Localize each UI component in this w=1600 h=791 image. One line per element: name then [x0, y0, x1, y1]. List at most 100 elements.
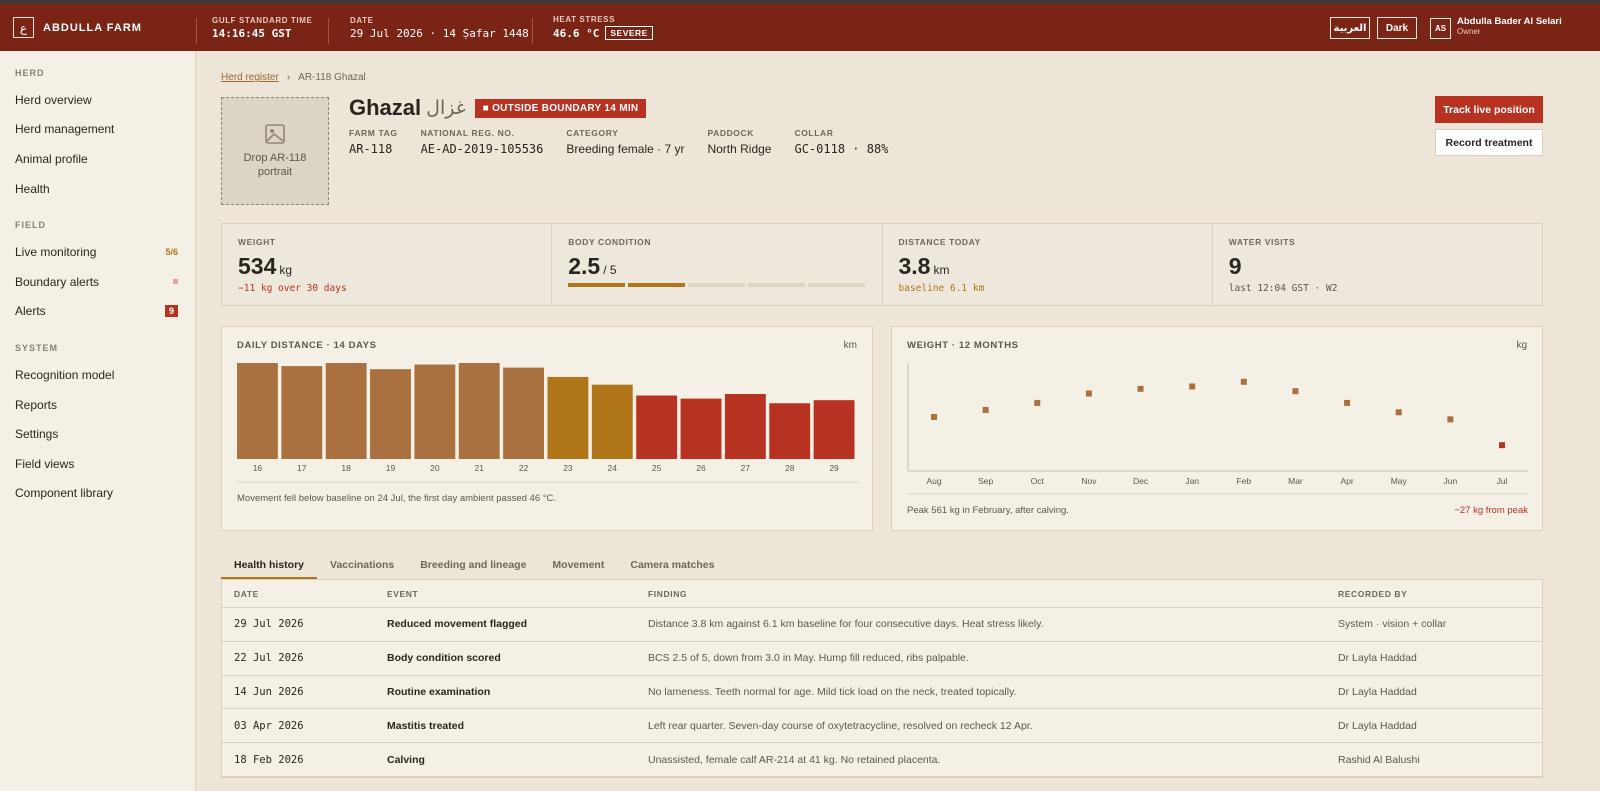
treatment-button[interactable]: Record treatment — [1435, 129, 1543, 156]
x-tick-label: Nov — [1081, 476, 1097, 486]
point — [931, 414, 937, 420]
table-row: 29 Jul 2026 Reduced movement flagged Dista… — [222, 608, 1542, 642]
stat-number: 2.5 — [568, 253, 601, 279]
nav-item[interactable]: Live monitoring 5/6 — [0, 237, 195, 267]
value: 29 Jul 2026 · 14 Ṣafar 1448 — [350, 27, 529, 40]
point — [1189, 383, 1196, 390]
nav-item[interactable]: Health — [0, 174, 195, 204]
track-button[interactable]: Track live position — [1435, 96, 1543, 123]
chart-unit: kg — [1516, 340, 1527, 351]
nav-label: Herd overview — [15, 92, 92, 107]
stat-unit: km — [933, 263, 950, 277]
tab[interactable]: Camera matches — [630, 559, 715, 571]
cell: No lameness. Teeth normal for age. Mild … — [648, 685, 1017, 698]
nav-label: Live monitoring — [15, 245, 97, 260]
x-tick-label: 21 — [474, 463, 484, 473]
point — [1499, 442, 1505, 449]
language-button[interactable]: العربية — [1330, 17, 1370, 39]
nav-label: Boundary alerts — [15, 274, 100, 289]
nav-item[interactable]: Alerts 9 — [0, 297, 195, 327]
portrait-text: Drop AR-118 portrait — [243, 152, 307, 178]
animal-title: Ghazal غزال ■ OUTSIDE BOUNDARY 14 MIN — [349, 95, 647, 121]
nav-item[interactable]: Field views — [0, 449, 195, 479]
nav-section: SYSTEM — [15, 343, 59, 354]
nav-item[interactable]: Component library — [0, 479, 195, 509]
x-tick-label: Jul — [1497, 476, 1508, 486]
nav-item[interactable]: Boundary alerts — [0, 267, 195, 297]
boundary-badge: ■ OUTSIDE BOUNDARY 14 MIN — [474, 98, 647, 118]
weight-panel: WEIGHT · 12 MONTHS kg Aug Sep Oct Nov Dec Jan Fe… — [891, 326, 1543, 531]
label: HEAT STRESS — [553, 15, 616, 24]
stats: WEIGHT 534 kg −11 kg over 30 days BODY CONDI… — [221, 223, 1543, 306]
theme-button[interactable]: Dark — [1377, 17, 1417, 39]
user-role: Owner — [1457, 27, 1481, 36]
farm-name: ABDULLA FARM — [43, 22, 142, 34]
cell: Reduced movement flagged — [387, 618, 528, 631]
tab[interactable]: Health history — [221, 551, 318, 579]
nav-item[interactable]: Animal profile — [0, 144, 195, 174]
condition-segment — [628, 283, 686, 287]
field: CATEGORY Breeding female · 7 yr — [566, 128, 684, 156]
chart: Aug Sep Oct Nov Dec Jan Feb Mar Apr May Jun Jul Peak… — [907, 363, 1528, 516]
column-header: DATE — [234, 588, 259, 599]
cell: 18 Feb 2026 — [234, 753, 304, 766]
avatar[interactable]: AS — [1430, 18, 1451, 39]
nav-label: Component library — [15, 486, 114, 501]
date: DATE 29 Jul 2026 · 14 Ṣafar 1448 — [350, 16, 529, 40]
animal-fields: FARM TAG AR-118 NATIONAL REG. NO. AE-AD-201… — [349, 128, 888, 156]
stat-value: 534 kg — [238, 253, 535, 280]
logo[interactable]: ع — [13, 17, 34, 38]
nav-section: FIELD — [15, 220, 46, 231]
nav-item[interactable]: Settings — [0, 419, 195, 449]
field-label: FARM TAG — [349, 128, 398, 138]
chart-unit: km — [843, 340, 857, 351]
bar — [547, 376, 589, 459]
bar — [325, 363, 367, 459]
chart: 16 17 18 19 20 21 22 23 24 25 26 27 28 29 Movement fel… — [237, 363, 858, 504]
column-header: FINDING — [648, 588, 688, 599]
nav-item[interactable]: Reports — [0, 390, 195, 420]
bar — [370, 369, 411, 459]
nav-label: Herd management — [15, 122, 115, 137]
condition-segment — [568, 283, 626, 287]
stat-note: −11 kg over 30 days — [238, 283, 347, 294]
stat-unit: kg — [279, 263, 293, 277]
nav-badge: 9 — [164, 305, 178, 318]
tab[interactable]: Breeding and lineage — [420, 559, 527, 571]
stat: BODY CONDITION 2.5/ 5 — [552, 224, 883, 305]
nav-item[interactable]: Herd overview — [0, 85, 195, 115]
main: Herd register › AR-118 Ghazal Drop AR-118 … — [197, 51, 1600, 791]
value: 46.6 °C — [553, 26, 600, 40]
bar — [636, 395, 678, 459]
nav-item[interactable]: Recognition model — [0, 360, 195, 390]
stat: WATER VISITS 9 last 12:04 GST · W2 — [1213, 224, 1542, 305]
tab[interactable]: Vaccinations — [330, 559, 395, 571]
column-header: RECORDED BY — [1338, 588, 1408, 599]
label: GULF STANDARD TIME — [212, 16, 313, 25]
x-tick-label: 16 — [253, 463, 263, 473]
user[interactable]: Abdulla Bader Al Selari Owner — [1457, 16, 1562, 36]
cell: Dr Layla Haddad — [1338, 652, 1417, 665]
field-value: AR-118 — [349, 142, 393, 156]
nav-label: Animal profile — [15, 151, 88, 166]
badge-text: OUTSIDE BOUNDARY 14 MIN — [492, 102, 639, 114]
x-tick-label: Dec — [1133, 476, 1149, 486]
x-tick-label: 28 — [785, 463, 795, 473]
field-label: PADDOCK — [707, 128, 754, 138]
x-tick-label: Jan — [1185, 476, 1199, 486]
portrait-drop[interactable]: Drop AR-118 portrait — [221, 97, 329, 205]
stat-label: BODY CONDITION — [568, 237, 652, 247]
point — [1447, 416, 1454, 423]
cell: Distance 3.8 km against 6.1 km baseline … — [648, 618, 1044, 631]
field-value: AE-AD-2019-105536 — [420, 142, 544, 156]
point — [1034, 399, 1041, 406]
chart-note: Peak 561 kg in February, after calving. — [907, 505, 1069, 516]
field-value: North Ridge — [707, 142, 772, 156]
x-tick-label: 29 — [829, 463, 839, 473]
tab[interactable]: Movement — [552, 559, 605, 571]
nav-item[interactable]: Herd management — [0, 115, 195, 145]
crumb-link[interactable]: Herd register — [221, 72, 279, 83]
chart-note-right: −27 kg from peak — [1454, 505, 1528, 516]
bar — [813, 400, 855, 459]
